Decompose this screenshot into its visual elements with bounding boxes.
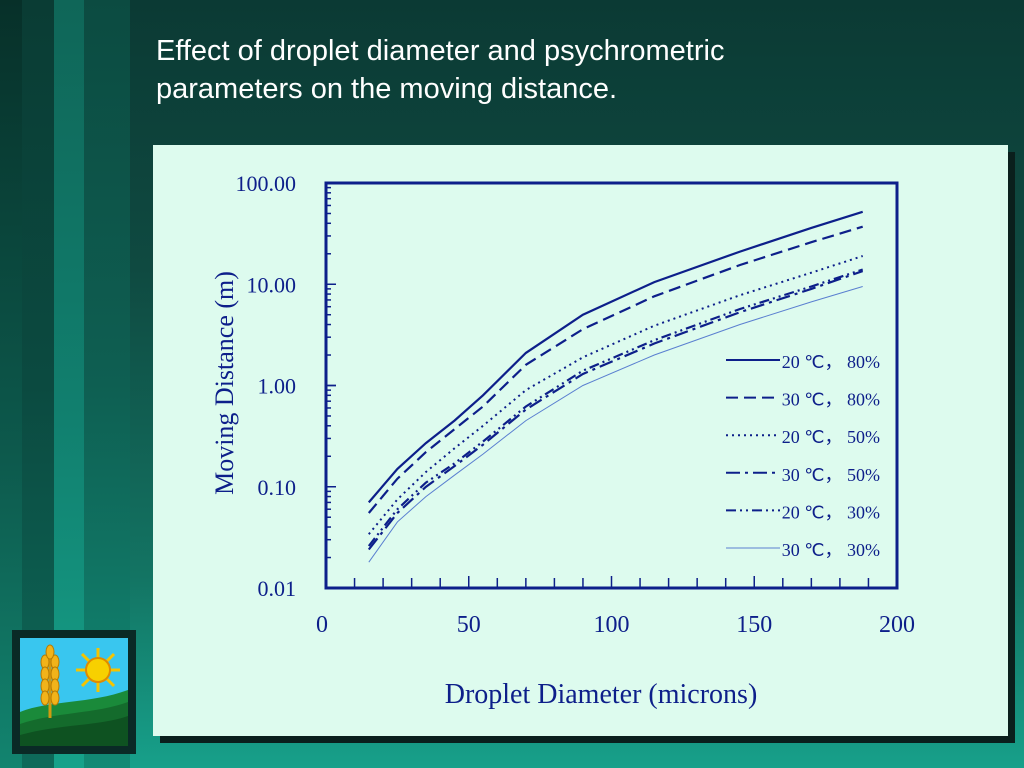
series-line-2 [367,225,864,514]
agriculture-logo [12,630,136,754]
y-tick-label: 1.00 [258,374,297,399]
x-tick-label: 200 [879,612,915,638]
y-tick-label: 10.00 [247,272,297,297]
y-tick-label: 0.10 [258,475,297,500]
legend-label: 20 ℃， 80% [782,352,880,372]
x-tick-label: 150 [736,612,772,638]
x-axis-label: Droplet Diameter (microns) [445,679,758,710]
series-line-4 [367,270,864,551]
legend: 20 ℃， 80% 30 ℃， 80% 20 ℃， 50% 30 ℃， 50% 20 ℃… [726,352,880,560]
moving-distance-chart: 0.01 0.10 1.00 10.00 100.00 0 50 100 150 200 20 … [210,171,915,710]
legend-label: 30 ℃， 50% [782,465,880,485]
chart-panel: 0.01 0.10 1.00 10.00 100.00 0 50 100 150 200 20 … [153,145,1008,736]
legend-label: 20 ℃， 50% [782,427,880,447]
y-axis-label: Moving Distance (m) [210,271,239,495]
decor-stripe-1 [0,0,22,768]
series-line-6 [368,286,863,563]
x-tick-label: 0 [316,612,328,638]
x-ticks [353,576,870,588]
series-line-5 [367,268,864,547]
plot-area-frame [324,181,899,590]
legend-label: 20 ℃， 30% [782,502,880,522]
sun-icon [76,648,120,692]
series-line-1 [367,210,864,504]
x-tick-labels: 0 50 100 150 200 [316,612,915,638]
x-tick-label: 50 [457,612,481,638]
y-tick-labels: 0.01 0.10 1.00 10.00 100.00 [236,171,297,601]
field-icon [20,690,128,746]
wheat-icon [40,644,60,718]
y-tick-label: 0.01 [258,576,297,601]
x-tick-label: 100 [594,612,630,638]
series-lines [367,210,864,563]
legend-label: 30 ℃， 80% [782,390,880,410]
legend-label: 30 ℃， 30% [782,540,880,560]
logo-graphic [20,638,128,746]
y-minor-ticks [326,182,336,589]
y-tick-label: 100.00 [236,171,297,196]
slide-title: Effect of droplet diameter and psychrome… [156,35,725,105]
